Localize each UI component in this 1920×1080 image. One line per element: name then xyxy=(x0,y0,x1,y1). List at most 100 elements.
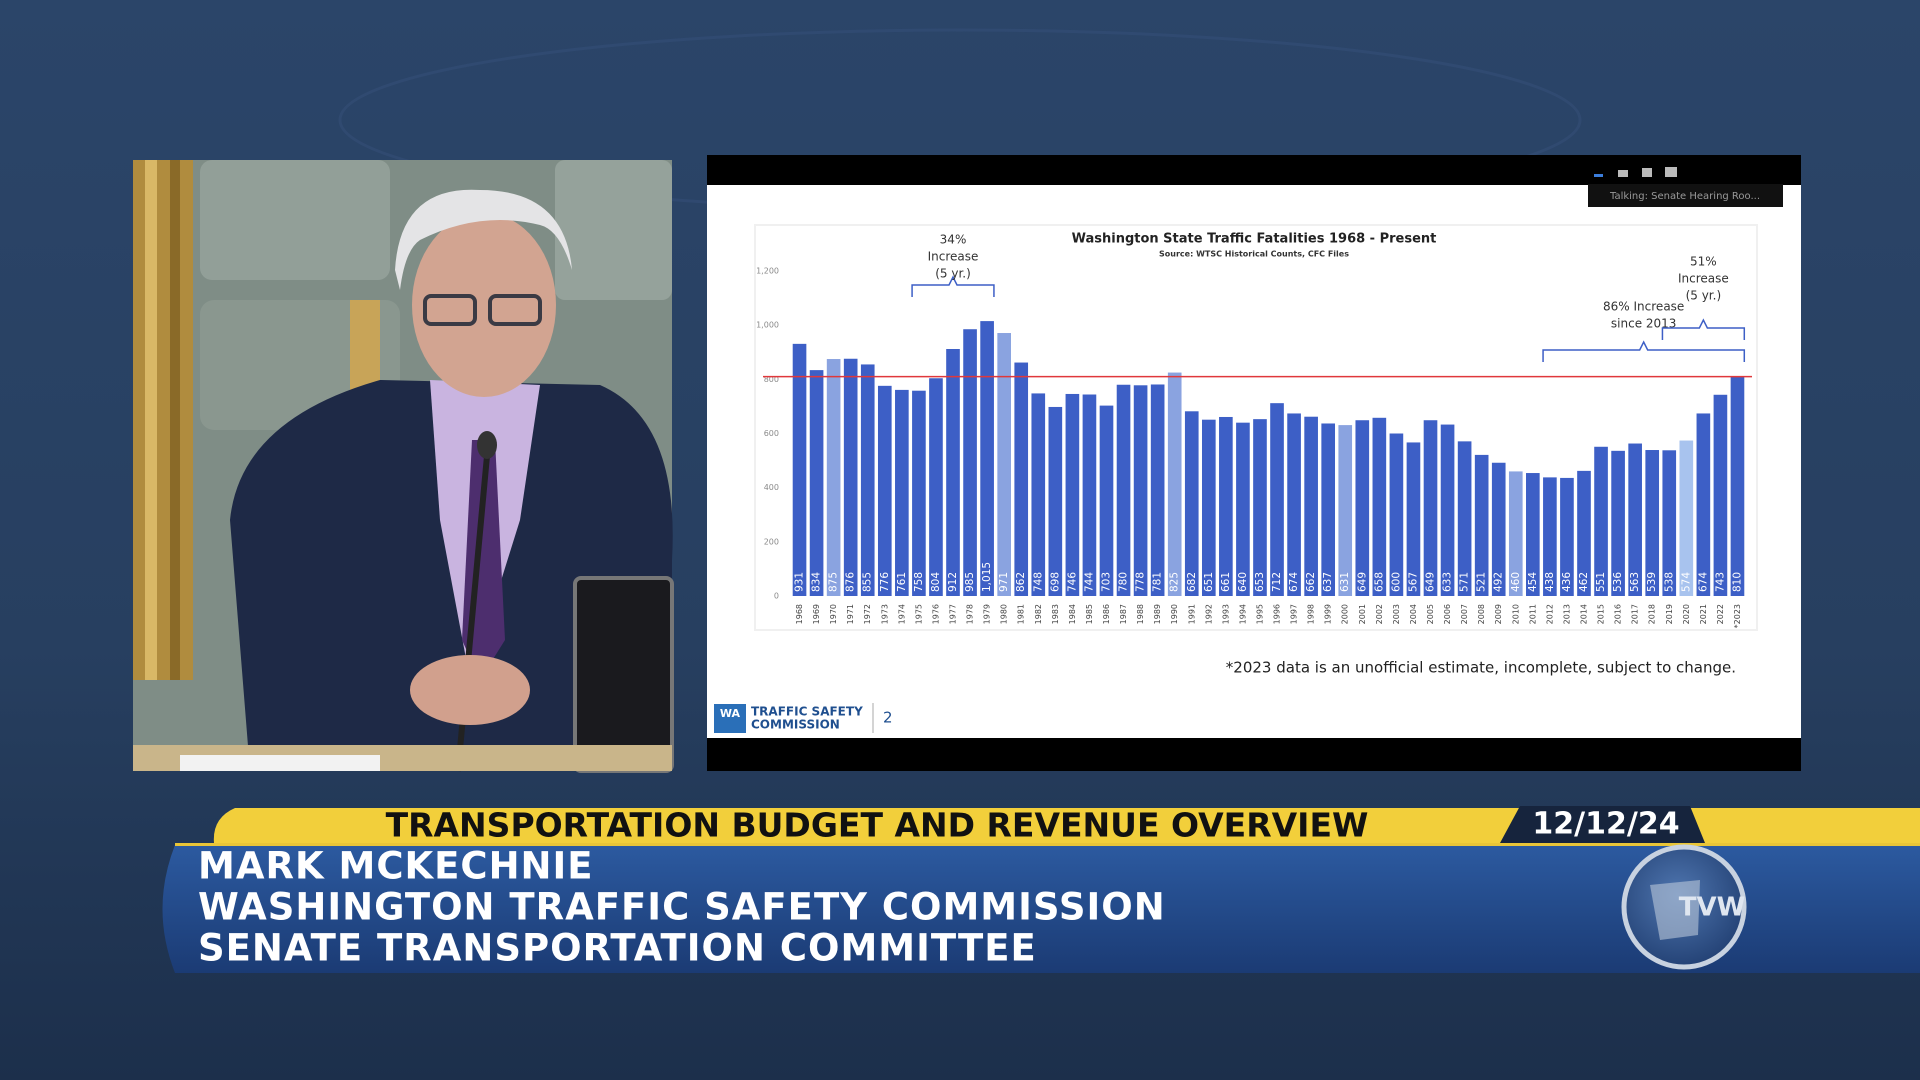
bar xyxy=(980,321,994,596)
value-label: 931 xyxy=(794,572,806,592)
x-tick-label: 2001 xyxy=(1358,604,1367,624)
x-tick-label: 2018 xyxy=(1648,604,1657,624)
value-label: 574 xyxy=(1680,572,1692,592)
value-label: 1,015 xyxy=(981,562,993,592)
bar xyxy=(843,358,858,596)
value-label: 703 xyxy=(1100,572,1112,592)
x-tick-label: 1977 xyxy=(949,604,958,624)
bar xyxy=(1611,450,1625,596)
x-tick-label: 1993 xyxy=(1221,604,1230,624)
value-label: 651 xyxy=(1203,572,1215,592)
bar xyxy=(929,378,943,596)
x-tick-label: 1991 xyxy=(1187,604,1196,624)
y-tick-label: 200 xyxy=(764,537,779,546)
x-tick-label: 2000 xyxy=(1341,604,1350,624)
caption-line: WASHINGTON TRAFFIC SAFETY COMMISSION xyxy=(198,886,1166,929)
bar xyxy=(1321,423,1336,596)
value-label: 971 xyxy=(998,572,1010,592)
speaker-video xyxy=(133,160,674,773)
bar xyxy=(1253,419,1267,596)
x-tick-label: 1994 xyxy=(1238,604,1247,624)
y-tick-label: 600 xyxy=(764,429,779,438)
value-label: 912 xyxy=(947,572,959,592)
annotation: since 2013 xyxy=(1611,317,1677,331)
zoom-status: Talking: Senate Hearing Roo... xyxy=(1609,191,1760,202)
y-tick-label: 1,200 xyxy=(756,267,779,276)
value-label: 536 xyxy=(1612,572,1624,592)
value-label: 438 xyxy=(1544,572,1556,592)
x-tick-label: 2011 xyxy=(1528,604,1537,624)
value-label: 538 xyxy=(1663,572,1675,592)
x-tick-label: 1998 xyxy=(1307,604,1316,624)
x-tick-label: 2005 xyxy=(1426,604,1435,624)
x-tick-label: 1995 xyxy=(1255,604,1264,624)
bar xyxy=(1184,411,1199,596)
zoom-controls[interactable]: Talking: Senate Hearing Roo... xyxy=(1588,167,1783,207)
x-tick-label: 1981 xyxy=(1017,604,1026,624)
bar xyxy=(1355,420,1370,596)
bar xyxy=(1696,413,1711,596)
bar xyxy=(1440,424,1455,596)
x-tick-label: 2020 xyxy=(1682,604,1691,624)
x-tick-label: 1980 xyxy=(1000,604,1009,624)
bracket xyxy=(1542,340,1746,362)
x-tick-label: 1989 xyxy=(1153,604,1162,624)
annotation: Increase xyxy=(928,250,979,264)
value-label: 521 xyxy=(1476,572,1488,592)
bar xyxy=(912,390,926,596)
value-label: 674 xyxy=(1697,572,1709,592)
bar xyxy=(1560,477,1574,596)
value-label: 436 xyxy=(1561,572,1573,592)
chart-subtitle: Source: WTSC Historical Counts, CFC File… xyxy=(1159,250,1349,259)
x-tick-label: 2015 xyxy=(1597,604,1606,624)
bar xyxy=(1116,384,1131,596)
value-label: 600 xyxy=(1390,572,1402,592)
logo-line: TRAFFIC SAFETY xyxy=(751,705,863,719)
value-label: 743 xyxy=(1714,572,1726,592)
bar xyxy=(826,359,841,596)
bar xyxy=(1526,473,1540,596)
bar xyxy=(1662,450,1677,596)
network: TVW xyxy=(1679,893,1746,923)
y-tick-label: 800 xyxy=(764,375,779,384)
x-tick-label: 2022 xyxy=(1716,604,1725,624)
value-label: 563 xyxy=(1629,572,1641,592)
bar xyxy=(1014,362,1029,596)
value-label: 875 xyxy=(828,572,840,592)
x-tick-label: 1987 xyxy=(1119,604,1128,624)
bracket xyxy=(911,275,995,297)
logo-badge: WA xyxy=(720,707,741,720)
value-label: 640 xyxy=(1237,572,1249,592)
chart-title: Washington State Traffic Fatalities 1968… xyxy=(1072,232,1437,247)
value-label: 460 xyxy=(1510,572,1522,592)
x-tick-label: *2023 xyxy=(1733,604,1742,628)
value-label: 674 xyxy=(1288,572,1300,592)
value-label: 746 xyxy=(1066,572,1078,592)
x-tick-label: 2021 xyxy=(1699,604,1708,624)
y-tick-label: 1,000 xyxy=(756,321,779,330)
bar xyxy=(1219,416,1233,596)
value-label: 778 xyxy=(1135,572,1147,592)
bar xyxy=(1048,406,1063,596)
bar xyxy=(1730,376,1745,596)
value-label: 825 xyxy=(1169,572,1181,592)
value-label: 698 xyxy=(1049,572,1061,592)
logo-line: COMMISSION xyxy=(751,718,840,732)
value-label: 653 xyxy=(1254,572,1266,592)
x-tick-label: 2010 xyxy=(1511,604,1520,624)
x-tick-label: 2013 xyxy=(1562,604,1571,624)
bar xyxy=(1167,372,1182,596)
value-label: 633 xyxy=(1442,572,1454,592)
x-tick-label: 2019 xyxy=(1665,604,1674,624)
x-tick-label: 2012 xyxy=(1545,604,1554,624)
x-tick-label: 2016 xyxy=(1614,604,1623,624)
bar xyxy=(792,343,807,596)
bar xyxy=(1577,470,1591,596)
value-label: 876 xyxy=(845,572,857,592)
y-tick-label: 0 xyxy=(774,592,779,601)
value-label: 834 xyxy=(811,572,823,592)
x-tick-label: 2006 xyxy=(1443,604,1452,624)
x-tick-label: 2002 xyxy=(1375,604,1384,624)
x-tick-label: 1988 xyxy=(1136,604,1145,624)
x-tick-label: 1986 xyxy=(1102,604,1111,624)
